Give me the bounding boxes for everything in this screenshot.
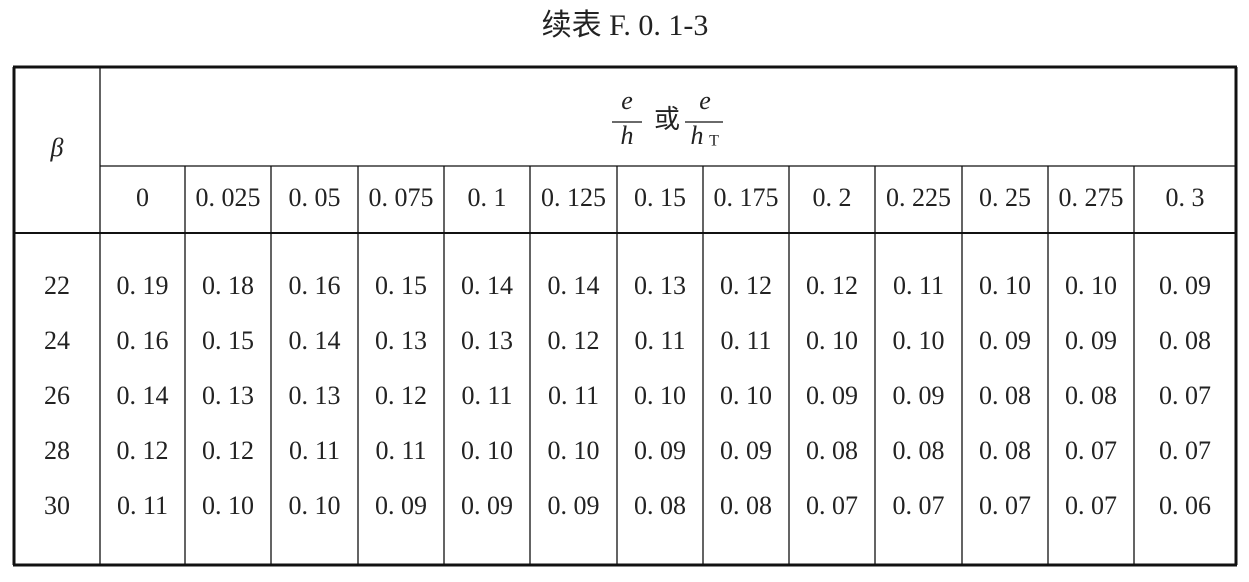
cell: 0. 09	[548, 491, 600, 520]
subscript: T	[709, 133, 719, 150]
column-header: 0. 075	[369, 183, 434, 212]
cell: 0. 07	[1159, 436, 1211, 465]
cell: 0. 07	[1065, 436, 1117, 465]
cell: 0. 09	[720, 436, 772, 465]
column-header: 0. 225	[886, 183, 951, 212]
cell: 0. 10	[806, 326, 858, 355]
column-header: 0. 15	[634, 183, 686, 212]
cell: 0. 13	[289, 381, 341, 410]
cell: 0. 06	[1159, 491, 1211, 520]
row-label: 26	[44, 381, 70, 410]
column-header: 0. 1	[468, 183, 507, 212]
cell: 0. 08	[893, 436, 945, 465]
cell: 0. 19	[117, 271, 169, 300]
cell: 0. 11	[117, 491, 168, 520]
cell: 0. 08	[1159, 326, 1211, 355]
cell: 0. 07	[1065, 491, 1117, 520]
cell: 0. 14	[117, 381, 169, 410]
column-header: 0. 3	[1166, 183, 1205, 212]
cell: 0. 12	[548, 326, 600, 355]
cell: 0. 07	[979, 491, 1031, 520]
cell: 0. 13	[634, 271, 686, 300]
cell: 0. 14	[461, 271, 513, 300]
column-header: 0. 125	[541, 183, 606, 212]
cell: 0. 14	[289, 326, 341, 355]
row-label: 30	[44, 491, 70, 520]
cell: 0. 08	[634, 491, 686, 520]
row-label: 28	[44, 436, 70, 465]
cell: 0. 07	[893, 491, 945, 520]
cell: 0. 10	[979, 271, 1031, 300]
cell: 0. 10	[1065, 271, 1117, 300]
cell: 0. 11	[375, 436, 426, 465]
row-header: β	[50, 133, 64, 162]
column-header: 0. 275	[1059, 183, 1124, 212]
cell: 0. 09	[1065, 326, 1117, 355]
fraction-numerator: e	[699, 86, 711, 115]
cell: 0. 08	[720, 491, 772, 520]
cell: 0. 11	[289, 436, 340, 465]
cell: 0. 18	[202, 271, 254, 300]
cell: 0. 12	[375, 381, 427, 410]
column-header: 0. 2	[813, 183, 852, 212]
cell: 0. 10	[720, 381, 772, 410]
cell: 0. 09	[893, 381, 945, 410]
column-header: 0. 025	[196, 183, 261, 212]
cell: 0. 10	[461, 436, 513, 465]
cell: 0. 16	[117, 326, 169, 355]
cell: 0. 15	[375, 271, 427, 300]
fraction-denominator: h	[691, 121, 704, 150]
fraction-numerator: e	[621, 86, 633, 115]
row-label: 22	[44, 271, 70, 300]
cell: 0. 10	[634, 381, 686, 410]
cell: 0. 11	[548, 381, 599, 410]
cell: 0. 12	[202, 436, 254, 465]
cell: 0. 11	[634, 326, 685, 355]
cell: 0. 12	[720, 271, 772, 300]
cell: 0. 09	[461, 491, 513, 520]
cell: 0. 09	[1159, 271, 1211, 300]
fraction-denominator: h	[621, 121, 634, 150]
cell: 0. 13	[375, 326, 427, 355]
cell: 0. 09	[806, 381, 858, 410]
cell: 0. 10	[548, 436, 600, 465]
cell: 0. 09	[375, 491, 427, 520]
cell: 0. 12	[117, 436, 169, 465]
cell: 0. 11	[461, 381, 512, 410]
cell: 0. 08	[806, 436, 858, 465]
cell: 0. 07	[1159, 381, 1211, 410]
cell: 0. 08	[979, 381, 1031, 410]
cell: 0. 10	[893, 326, 945, 355]
cell: 0. 13	[461, 326, 513, 355]
table-title: 续表 F. 0. 1-3	[542, 9, 709, 42]
column-header: 0. 25	[979, 183, 1031, 212]
cell: 0. 08	[979, 436, 1031, 465]
cell: 0. 09	[634, 436, 686, 465]
cell: 0. 11	[720, 326, 771, 355]
row-label: 24	[44, 326, 70, 355]
cell: 0. 10	[202, 491, 254, 520]
cell: 0. 16	[289, 271, 341, 300]
cell: 0. 11	[893, 271, 944, 300]
column-header: 0. 05	[289, 183, 341, 212]
cell: 0. 12	[806, 271, 858, 300]
cell: 0. 15	[202, 326, 254, 355]
cell: 0. 09	[979, 326, 1031, 355]
cell: 0. 10	[289, 491, 341, 520]
column-header: 0	[136, 183, 149, 212]
cell: 0. 14	[548, 271, 600, 300]
connector: 或	[654, 105, 680, 134]
cell: 0. 08	[1065, 381, 1117, 410]
cell: 0. 07	[806, 491, 858, 520]
column-header: 0. 175	[714, 183, 779, 212]
cell: 0. 13	[202, 381, 254, 410]
